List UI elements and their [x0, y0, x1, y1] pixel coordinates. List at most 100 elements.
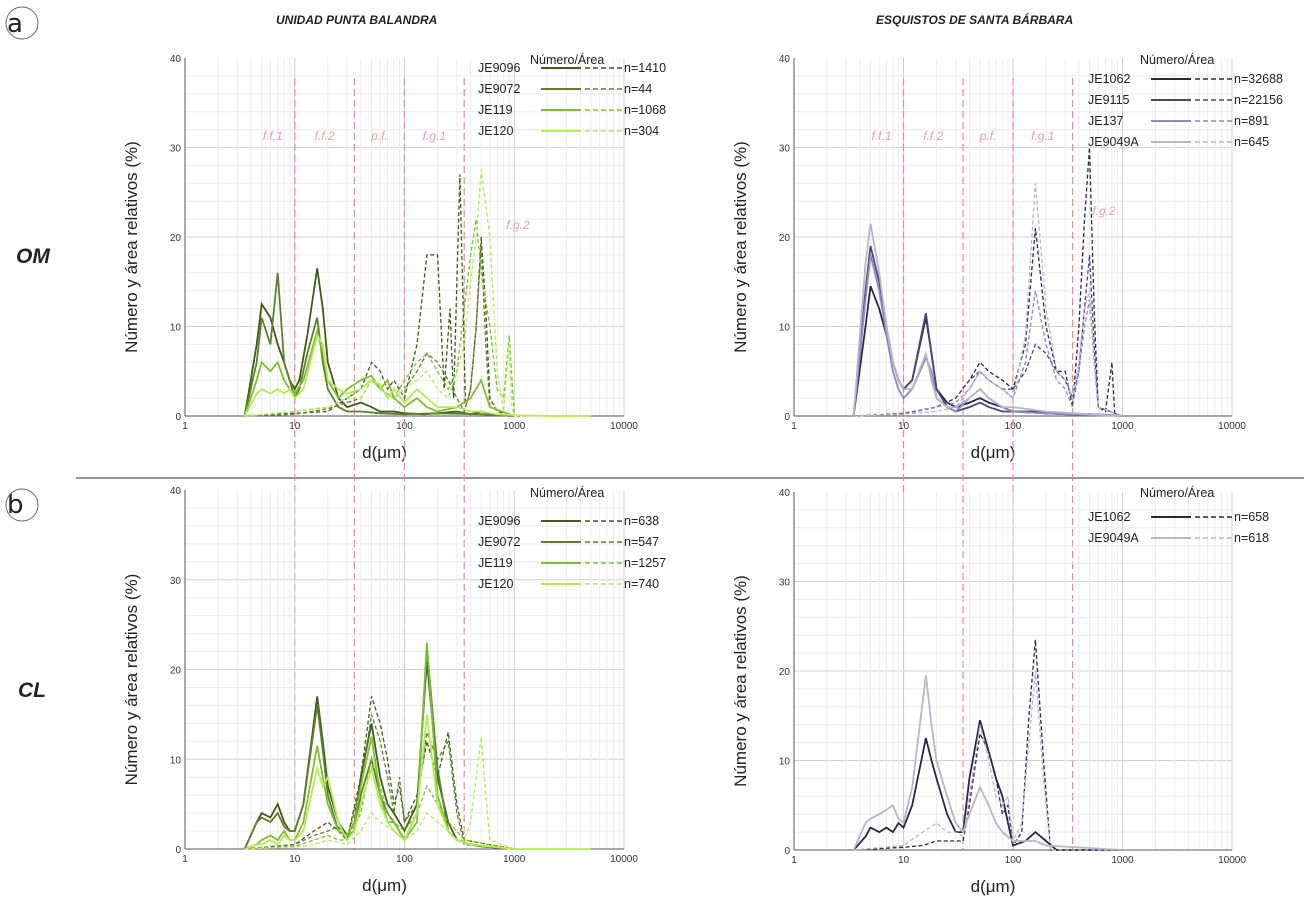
row-label-om: OM	[16, 245, 50, 268]
x-tick-label: 10	[289, 421, 301, 432]
y-tick-label: 40	[170, 54, 182, 65]
legend-entry-name: JE119	[478, 556, 513, 570]
series-JE9049A-area	[853, 183, 1123, 417]
x-tick-label: 10000	[1218, 855, 1246, 866]
x-tick-label: 10	[898, 421, 910, 432]
series-JE120-numero	[244, 714, 591, 850]
series-JE120-area	[244, 169, 591, 417]
series-JE137-area	[853, 290, 1123, 417]
y-axis-label: Número y área relativos (%)	[731, 575, 750, 787]
chart-om-right: 0 10 20 30 40 1 10 100 1000 10000 d(μm) Número y ár…	[731, 52, 1283, 850]
series-JE119-numero	[243, 327, 515, 417]
zone-label: f.g.2	[1092, 204, 1116, 218]
series-JE1062-area	[853, 639, 1199, 851]
row-label-cl: CL	[18, 679, 46, 702]
legend-entry-n: n=891	[1234, 114, 1269, 128]
x-tick-label: 1000	[1111, 855, 1134, 866]
x-tick-label: 1000	[503, 854, 526, 865]
x-axis-label: d(μm)	[362, 443, 407, 462]
legend-entry-name: JE137	[1088, 114, 1123, 128]
chart-cl-right: 0 10 20 30 40 1 10 100 1000 10000 d(μm) Número y ár…	[731, 485, 1269, 896]
zone-label: f.g.2	[506, 218, 530, 232]
zone-label: f.g.1	[1031, 129, 1054, 143]
legend-entry-name: JE9049A	[1088, 531, 1139, 545]
y-tick-label: 20	[170, 666, 182, 677]
y-tick-label: 0	[784, 846, 790, 857]
legend-entry-name: JE9115	[1088, 93, 1130, 107]
y-tick-label: 0	[784, 412, 790, 423]
x-tick-label: 100	[396, 854, 413, 865]
series-JE9072-area	[244, 245, 515, 417]
y-tick-label: 20	[170, 233, 182, 244]
legend-entry-name: JE9072	[478, 82, 520, 96]
series-JE9072-area	[244, 714, 515, 850]
series-JE9072-numero	[243, 647, 515, 850]
y-tick-label: 10	[170, 755, 182, 766]
series-JE119-area	[244, 756, 515, 850]
x-axis-label: d(μm)	[362, 876, 407, 895]
y-tick-label: 30	[170, 144, 182, 155]
series-JE119-area	[244, 218, 515, 417]
legend-entry-n: n=44	[624, 82, 652, 96]
legend-entry-n: n=1068	[624, 103, 666, 117]
panel-label-a-circle	[5, 6, 39, 40]
y-axis-label: Número y área relativos (%)	[122, 141, 141, 353]
column-title-right: ESQUISTOS DE SANTA BÁRBARA	[876, 12, 1073, 27]
y-axis-label: Número y área relativos (%)	[731, 141, 750, 353]
legend-entry-name: JE1062	[1088, 72, 1130, 86]
x-tick-label: 10000	[610, 421, 638, 432]
legend-title: Número/Área	[530, 485, 604, 500]
series-JE9049A-numero	[852, 675, 1199, 851]
x-tick-label: 1000	[1111, 421, 1134, 432]
legend-entry-n: n=22156	[1234, 93, 1283, 107]
zone-label: f.f.1	[872, 129, 892, 143]
x-tick-label: 100	[1005, 421, 1022, 432]
legend-entry-n: n=1410	[624, 61, 666, 75]
y-tick-label: 10	[170, 323, 182, 334]
y-tick-label: 10	[779, 757, 791, 768]
x-tick-label: 1	[791, 421, 797, 432]
panel-label-a: a	[7, 9, 23, 39]
series-JE9049A-area	[853, 670, 1199, 851]
y-tick-label: 20	[779, 667, 791, 678]
zone-label: p.f.	[370, 129, 388, 143]
legend-entry-n: n=547	[624, 535, 659, 549]
y-tick-label: 40	[170, 486, 182, 497]
series-JE119-numero	[244, 642, 515, 850]
zone-label: f.f.1	[263, 129, 283, 143]
chart-om-left: 0 10 20 30 40 1 10 100 1000 10000 d(μm) Número y ár…	[122, 52, 666, 849]
legend-title: Número/Área	[1140, 52, 1214, 67]
zone-label: f.g.1	[423, 129, 446, 143]
legend-entry-name: JE9072	[478, 535, 520, 549]
panel-label-b: b	[7, 490, 24, 520]
series-JE9049A-numero	[852, 223, 1123, 417]
x-tick-label: 10000	[610, 854, 638, 865]
x-tick-label: 100	[1005, 855, 1022, 866]
series-JE9096-numero	[243, 660, 515, 850]
x-tick-label: 1	[182, 854, 188, 865]
legend-entry-name: JE1062	[1088, 510, 1130, 524]
legend-entry-n: n=304	[624, 124, 659, 138]
x-tick-label: 10	[898, 855, 910, 866]
legend-entry-n: n=645	[1234, 135, 1269, 149]
legend-entry-n: n=638	[624, 514, 659, 528]
y-tick-label: 40	[779, 488, 791, 499]
series-JE120-numero	[243, 333, 591, 417]
y-tick-label: 0	[175, 412, 181, 423]
legend-title: Número/Área	[1140, 485, 1214, 500]
legend-entry-n: n=740	[624, 577, 659, 591]
x-tick-label: 1	[791, 855, 797, 866]
legend-entry-name: JE9096	[478, 61, 520, 75]
legend-entry-name: JE119	[478, 103, 513, 117]
y-tick-label: 10	[779, 323, 791, 334]
y-tick-label: 30	[779, 144, 791, 155]
legend-title: Número/Área	[530, 52, 604, 67]
legend-entry-name: JE9049A	[1088, 135, 1139, 149]
series-JE9115-area	[853, 254, 1123, 417]
zone-label: f.f.2	[923, 129, 943, 143]
series-JE137-numero	[852, 254, 1123, 417]
legend-entry-n: n=1257	[624, 556, 666, 570]
panel-label-b-circle	[5, 488, 39, 522]
legend-entry-n: n=658	[1234, 510, 1269, 524]
